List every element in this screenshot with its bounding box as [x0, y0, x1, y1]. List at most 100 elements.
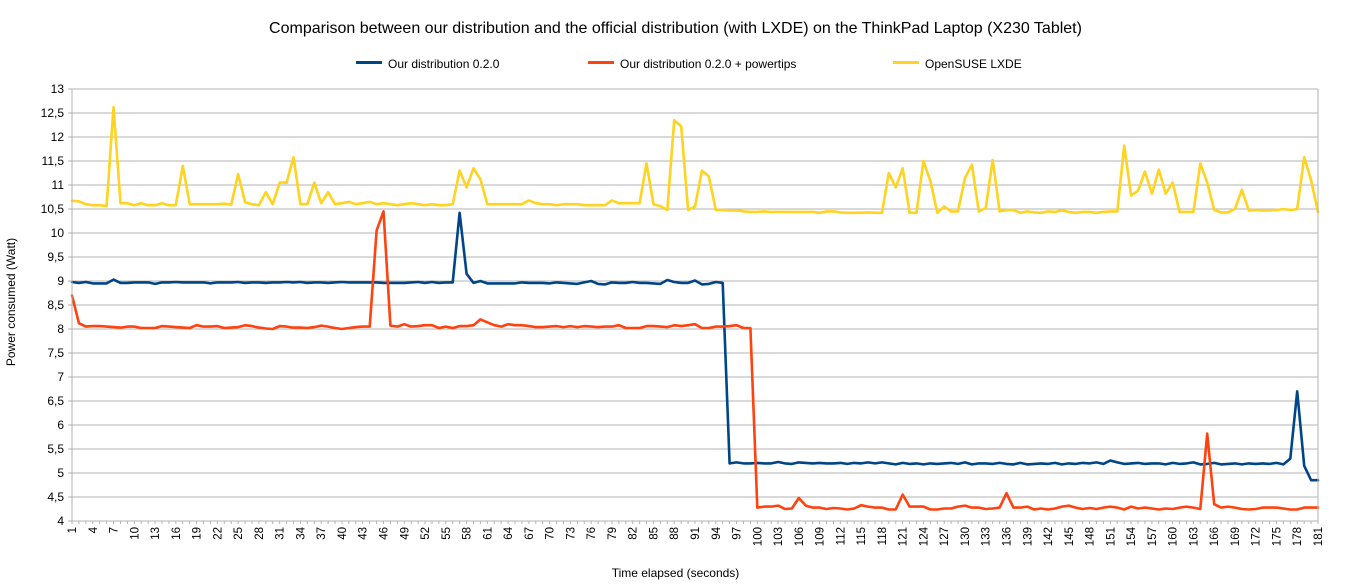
x-tick-label-5: 16: [171, 527, 183, 540]
x-tick-label-1: 4: [88, 526, 100, 533]
x-tick-label-31: 94: [711, 526, 723, 539]
legend-swatch-series-1: [356, 61, 382, 65]
legend-item-series-3: OpenSUSE LXDE: [893, 57, 1022, 71]
x-tick-label-59: 178: [1292, 527, 1304, 546]
legend-swatch-series-3: [893, 61, 919, 65]
y-tick-label-9: 8,5: [47, 298, 64, 312]
y-tick-label-17: 12,5: [41, 106, 65, 120]
x-tick-label-0: 1: [67, 527, 79, 533]
x-tick-label-41: 124: [918, 526, 930, 546]
y-tick-label-1: 4,5: [47, 490, 64, 504]
x-axis-ticks: 1 4 7 10 13 16 19 22 25 28 31 34 37 40 43 46 49 52 55 58 61 6…: [67, 521, 1325, 546]
y-tick-label-12: 10: [51, 226, 65, 240]
legend-label-series-3: OpenSUSE LXDE: [925, 57, 1022, 71]
x-tick-label-18: 55: [441, 527, 453, 540]
x-tick-label-24: 73: [565, 527, 577, 540]
y-tick-label-16: 12: [51, 130, 65, 144]
x-tick-label-12: 37: [316, 527, 328, 540]
x-tick-label-29: 88: [669, 527, 681, 540]
x-tick-label-8: 25: [233, 527, 245, 540]
y-tick-label-18: 13: [51, 82, 65, 96]
chart-title: Comparison between our distribution and …: [269, 20, 1082, 37]
x-tick-label-30: 91: [690, 527, 702, 540]
x-tick-label-26: 79: [607, 527, 619, 540]
x-tick-label-57: 172: [1251, 527, 1263, 546]
x-axis-label: Time elapsed (seconds): [611, 566, 740, 580]
legend-item-series-2: Our distribution 0.2.0 + powertips: [588, 57, 796, 71]
y-tick-label-6: 7: [57, 370, 64, 384]
y-tick-label-11: 9,5: [47, 250, 64, 264]
x-tick-label-34: 103: [773, 527, 785, 546]
x-tick-label-37: 112: [835, 527, 847, 545]
legend-item-series-1: Our distribution 0.2.0: [356, 57, 499, 71]
x-tick-label-42: 127: [939, 527, 951, 546]
y-tick-label-8: 8: [57, 322, 64, 336]
x-tick-label-21: 64: [503, 526, 515, 539]
x-tick-label-36: 109: [815, 527, 827, 546]
chart-legend: Our distribution 0.2.0 Our distribution …: [0, 57, 1351, 75]
x-tick-label-10: 31: [275, 527, 287, 540]
legend-swatch-series-2: [588, 61, 614, 65]
x-tick-label-16: 49: [399, 527, 411, 540]
x-tick-label-13: 40: [337, 527, 349, 540]
x-tick-label-44: 133: [981, 527, 993, 546]
series-line-1: [70, 211, 1320, 482]
x-tick-label-35: 106: [794, 527, 806, 546]
x-tick-label-7: 22: [212, 527, 224, 540]
x-tick-label-39: 118: [877, 527, 889, 545]
y-tick-label-2: 5: [57, 466, 64, 480]
x-tick-label-14: 43: [358, 527, 370, 540]
x-tick-label-50: 151: [1105, 527, 1117, 546]
grid-lines: [72, 88, 1318, 522]
x-tick-label-25: 76: [586, 527, 598, 540]
x-tick-label-48: 145: [1064, 527, 1076, 546]
x-tick-label-33: 100: [752, 527, 764, 546]
x-tick-label-9: 28: [254, 527, 266, 540]
y-tick-label-10: 9: [57, 274, 64, 288]
x-tick-label-15: 46: [379, 527, 391, 540]
legend-label-series-1: Our distribution 0.2.0: [388, 57, 500, 71]
x-tick-label-11: 34: [295, 526, 307, 539]
x-tick-label-52: 157: [1147, 527, 1159, 546]
y-axis-ticks: 4 4,5 5 5,5 6 6,5 7 7,5 8 8,5 9 9,5 10 10,5 11 11,5 12 12…: [41, 82, 72, 528]
x-tick-label-3: 10: [129, 527, 141, 540]
series-line-2: [70, 210, 1320, 511]
x-tick-label-43: 130: [960, 527, 972, 546]
x-tick-label-19: 58: [462, 527, 474, 540]
x-tick-label-40: 121: [898, 527, 910, 546]
x-tick-label-56: 169: [1230, 527, 1242, 546]
y-tick-label-5: 6,5: [47, 394, 64, 408]
x-tick-label-46: 139: [1022, 527, 1034, 546]
y-tick-label-4: 6: [57, 418, 64, 432]
y-axis-label: Power consumed (Watt): [4, 237, 18, 367]
x-tick-label-22: 67: [524, 527, 536, 540]
x-tick-label-32: 97: [732, 527, 744, 540]
x-tick-label-60: 181: [1313, 527, 1325, 546]
y-tick-label-13: 10,5: [41, 202, 65, 216]
x-tick-label-58: 175: [1271, 527, 1283, 546]
x-tick-label-53: 160: [1168, 527, 1180, 546]
series-line-3: [70, 105, 1320, 215]
x-tick-label-27: 82: [628, 527, 640, 540]
x-tick-label-23: 70: [545, 527, 557, 540]
x-tick-label-6: 19: [192, 527, 204, 540]
x-tick-label-55: 166: [1209, 527, 1221, 546]
x-tick-label-47: 142: [1043, 527, 1055, 546]
x-tick-label-49: 148: [1085, 527, 1097, 546]
x-tick-label-4: 13: [150, 527, 162, 540]
x-tick-label-2: 7: [109, 527, 121, 533]
y-tick-label-3: 5,5: [47, 442, 64, 456]
x-tick-label-51: 154: [1126, 526, 1138, 546]
x-tick-label-20: 61: [482, 527, 494, 540]
x-tick-label-28: 85: [648, 527, 660, 540]
y-tick-label-15: 11,5: [42, 154, 65, 168]
series-lines: [70, 105, 1320, 511]
y-tick-label-0: 4: [57, 514, 64, 528]
x-tick-label-17: 52: [420, 527, 432, 540]
x-tick-label-38: 115: [856, 527, 868, 545]
x-tick-label-54: 163: [1188, 527, 1200, 546]
y-tick-label-14: 11: [52, 178, 65, 192]
y-tick-label-7: 7,5: [47, 346, 64, 360]
x-tick-label-45: 136: [1002, 527, 1014, 546]
